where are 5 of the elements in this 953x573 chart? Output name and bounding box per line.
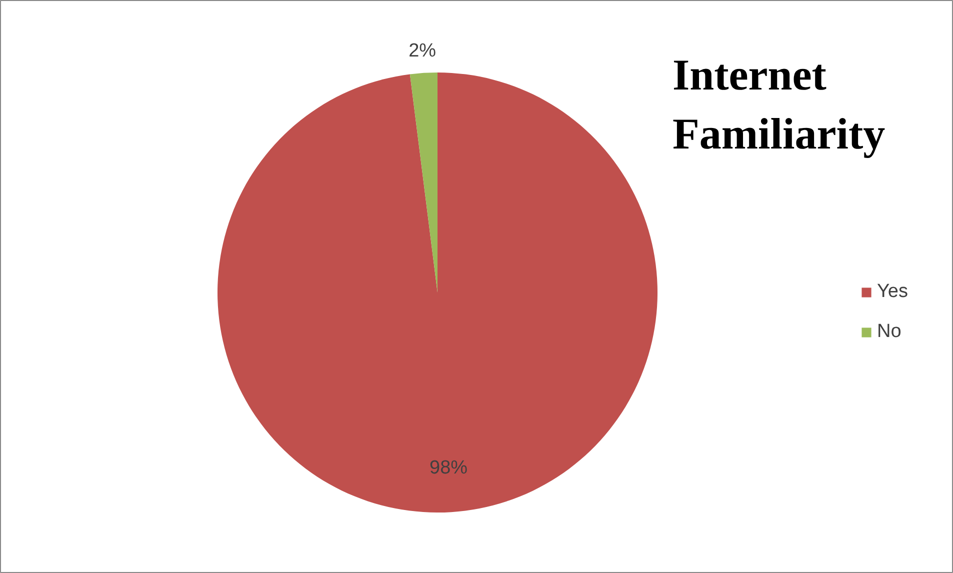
legend-label: No [877,321,902,343]
legend-label: Yes [877,281,908,303]
data-label: 98% [430,458,468,479]
text: Internet Familiarity [672,50,886,158]
data-label: 2% [408,40,436,62]
